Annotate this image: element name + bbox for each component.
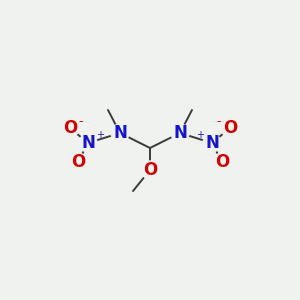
Circle shape	[111, 124, 129, 142]
Text: N: N	[173, 124, 187, 142]
Circle shape	[141, 161, 159, 179]
Text: +: +	[196, 130, 204, 140]
Circle shape	[203, 134, 221, 152]
Text: O: O	[63, 119, 77, 137]
Circle shape	[61, 119, 79, 137]
Circle shape	[79, 134, 97, 152]
Text: O: O	[143, 161, 157, 179]
Circle shape	[171, 124, 189, 142]
Text: N: N	[205, 134, 219, 152]
Text: -: -	[217, 116, 221, 128]
Text: -: -	[79, 116, 83, 128]
Text: +: +	[96, 130, 104, 140]
Circle shape	[221, 119, 239, 137]
Text: N: N	[81, 134, 95, 152]
Circle shape	[213, 153, 231, 171]
Text: O: O	[215, 153, 229, 171]
Text: O: O	[223, 119, 237, 137]
Text: O: O	[71, 153, 85, 171]
Circle shape	[69, 153, 87, 171]
Text: N: N	[113, 124, 127, 142]
